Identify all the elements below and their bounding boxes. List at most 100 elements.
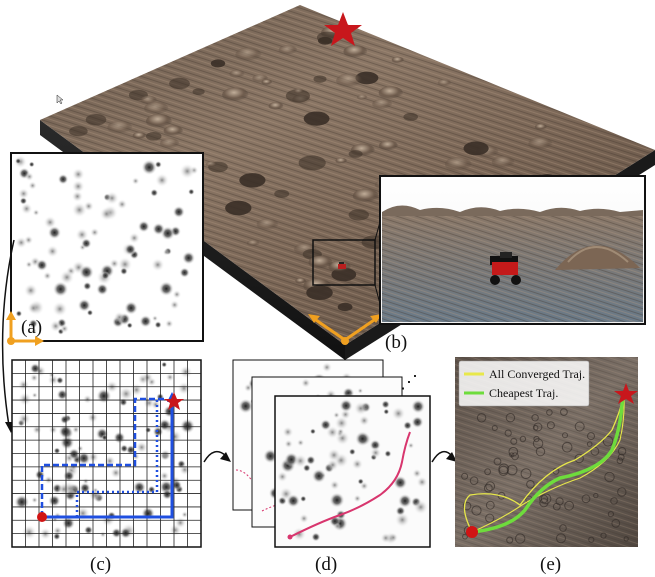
obstacle-blob bbox=[145, 426, 152, 434]
terrain-mound bbox=[403, 112, 419, 121]
crater-ring bbox=[485, 513, 495, 523]
crater-ring bbox=[505, 413, 516, 423]
terrain-craters bbox=[461, 408, 629, 544]
obstacle-blob bbox=[311, 468, 327, 484]
obstacle-blob bbox=[48, 425, 58, 435]
ellipsis-more-layers: ⋰ bbox=[400, 372, 418, 392]
obstacle-blob bbox=[59, 414, 70, 425]
obstacle-blob bbox=[48, 371, 56, 379]
obstacle-blob bbox=[46, 244, 59, 258]
terrain-mound bbox=[144, 101, 169, 116]
obstacle-blob bbox=[413, 499, 429, 515]
obstacle-blob bbox=[110, 466, 122, 479]
arrow-icon bbox=[308, 314, 320, 323]
map-axes bbox=[6, 311, 44, 346]
obstacle-blob bbox=[126, 322, 133, 329]
panel-a-cost-map: (a) bbox=[6, 152, 204, 346]
traj-green-cheapest bbox=[471, 394, 626, 534]
terrain-mound bbox=[132, 132, 147, 140]
obstacle-blob bbox=[162, 248, 170, 256]
arrow-a-to-c bbox=[1, 239, 15, 427]
obstacle-blob bbox=[339, 398, 353, 413]
obstacle-blob bbox=[353, 494, 362, 503]
terrain-mound bbox=[378, 140, 398, 151]
obstacle-blob bbox=[31, 392, 38, 399]
obstacle-blob bbox=[28, 161, 35, 168]
crater-ring bbox=[574, 421, 585, 432]
obstacle-blob bbox=[79, 264, 94, 280]
obstacle-blob bbox=[141, 159, 158, 176]
obstacle-blob bbox=[15, 310, 23, 317]
cursor-icon bbox=[56, 94, 64, 105]
arrow-icon bbox=[6, 311, 16, 320]
crater-ring bbox=[564, 500, 574, 511]
terrain-mound bbox=[169, 77, 190, 90]
obstacle-blob bbox=[167, 429, 183, 445]
panel-c-grid-planner: (c) bbox=[11, 359, 202, 575]
crater-ring bbox=[497, 491, 506, 500]
obstacle-blob bbox=[80, 238, 92, 249]
crater-ring bbox=[520, 468, 532, 480]
obstacle-blob bbox=[179, 463, 191, 476]
crater-ring bbox=[510, 437, 518, 445]
terrain-mound bbox=[225, 200, 252, 216]
crater-ring bbox=[607, 510, 615, 518]
crater-ring bbox=[533, 435, 540, 443]
crater-ring bbox=[462, 501, 472, 511]
obstacle-blob bbox=[410, 399, 426, 414]
obstacle-blob bbox=[357, 387, 364, 394]
obstacle-blob bbox=[52, 281, 69, 297]
crater-ring bbox=[604, 471, 615, 483]
obstacle-blob bbox=[319, 419, 332, 431]
obstacle-blob bbox=[334, 522, 341, 530]
terrain-mound bbox=[348, 209, 369, 221]
terrain-mound bbox=[256, 218, 279, 231]
obstacle-blob bbox=[120, 444, 129, 453]
obstacle-blob bbox=[284, 439, 294, 449]
crater-ring bbox=[617, 453, 625, 461]
obstacle-blob bbox=[52, 532, 61, 541]
cost-map-obstacles bbox=[13, 154, 199, 335]
obstacle-blob bbox=[416, 476, 428, 488]
obstacle-blob bbox=[263, 448, 278, 464]
crater-ring bbox=[590, 446, 600, 456]
terrain-mound bbox=[222, 87, 249, 103]
robot-icon bbox=[490, 252, 521, 285]
obstacle-blob bbox=[354, 431, 371, 447]
obstacle-blob bbox=[394, 512, 410, 528]
obstacle-blob bbox=[99, 531, 107, 538]
obstacle-blob bbox=[99, 206, 114, 221]
obstacle-blob bbox=[154, 321, 162, 329]
terrain-mound bbox=[352, 188, 379, 204]
obstacle-blob bbox=[391, 406, 406, 421]
obstacle-blob bbox=[124, 243, 137, 256]
obstacle-blob bbox=[177, 381, 191, 396]
robot-zoom-box bbox=[312, 239, 376, 286]
crater-ring bbox=[535, 446, 546, 457]
obstacle-blob bbox=[59, 324, 70, 334]
obstacle-blob bbox=[172, 205, 185, 219]
obstacle-blob bbox=[77, 451, 91, 466]
obstacle-blob bbox=[57, 482, 71, 496]
obstacle-blob bbox=[61, 516, 76, 530]
crater-ring bbox=[471, 505, 482, 516]
crater-ring bbox=[540, 493, 552, 505]
obstacle-blob bbox=[358, 414, 370, 427]
terrain-mound bbox=[336, 73, 363, 89]
obstacle-blob bbox=[139, 314, 153, 328]
obstacle-blob bbox=[34, 469, 46, 480]
terrain-mound bbox=[378, 86, 403, 100]
obstacle-blob bbox=[96, 283, 109, 296]
crater-ring bbox=[561, 441, 573, 453]
crater-ring bbox=[555, 497, 564, 506]
obstacle-blob bbox=[28, 319, 38, 329]
panel-b-camera-view: (b) bbox=[379, 175, 646, 353]
obstacle-blob bbox=[299, 513, 309, 524]
panel-e-optimized-trajectory: All Converged Traj. Cheapest Traj. (e) bbox=[455, 357, 638, 575]
obstacle-blob bbox=[58, 424, 73, 439]
obstacle-blob bbox=[20, 202, 33, 215]
terrain-mound bbox=[261, 79, 273, 86]
obstacle-blob bbox=[68, 448, 81, 461]
crater-ring bbox=[560, 408, 568, 416]
terrain-mound bbox=[285, 89, 310, 103]
